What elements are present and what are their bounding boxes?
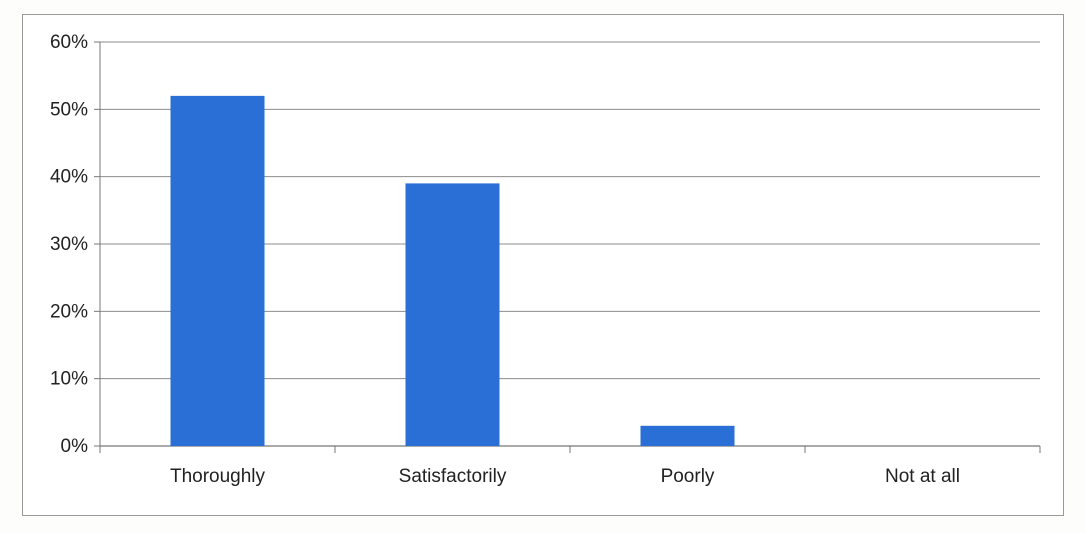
x-tick-label: Thoroughly [170, 466, 266, 487]
y-tick-label: 40% [50, 167, 88, 188]
x-tick-label: Satisfactorily [399, 466, 507, 487]
bar-satisfactorily [405, 183, 500, 446]
x-tick-label: Not at all [885, 466, 960, 487]
y-tick-label: 10% [50, 369, 88, 390]
bar-poorly [640, 425, 735, 446]
x-axis-labels: Thoroughly Satisfactorily Poorly Not at all [170, 466, 960, 487]
y-axis: 0% 10% 20% 30% 40% 50% 60% [50, 32, 101, 457]
y-tick-label: 60% [50, 32, 88, 53]
x-tick-label: Poorly [661, 466, 715, 487]
x-axis [99, 445, 1041, 453]
bar-thoroughly [170, 95, 265, 446]
y-tick-label: 30% [50, 234, 88, 255]
bars [170, 95, 735, 446]
y-tick-label: 0% [61, 436, 89, 457]
y-tick-label: 20% [50, 301, 88, 322]
y-tick-label: 50% [50, 99, 88, 120]
